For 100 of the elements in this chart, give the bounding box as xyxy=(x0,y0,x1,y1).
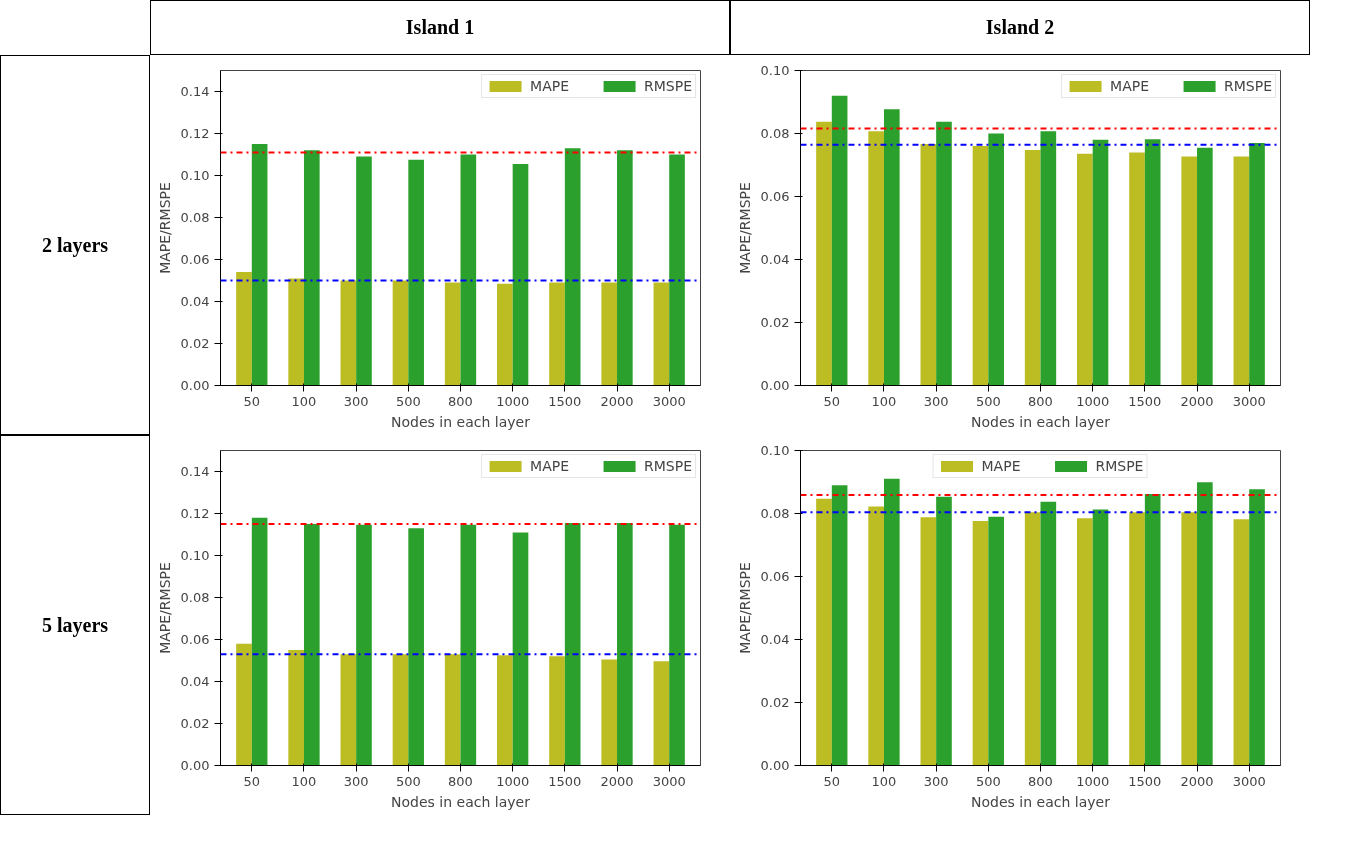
y-tick-label: 0.08 xyxy=(180,210,210,225)
bar xyxy=(1197,482,1213,766)
y-tick-label: 0.08 xyxy=(760,126,790,141)
legend-label: RMSPE xyxy=(644,78,692,94)
bar xyxy=(460,524,477,766)
chart-title: Island 1 xyxy=(405,15,475,41)
x-tick-label: 1500 xyxy=(548,393,582,409)
x-axis-title: Nodes in each layer xyxy=(391,793,531,810)
y-tick-label: 0.00 xyxy=(760,378,790,393)
x-tick-label: 1500 xyxy=(1128,393,1162,409)
y-tick-label: 0.12 xyxy=(180,506,210,521)
bar xyxy=(988,133,1004,386)
legend-label: RMSPE xyxy=(1095,458,1144,474)
bar xyxy=(392,280,409,386)
y-tick-label: 0.08 xyxy=(760,506,790,521)
x-tick-label: 300 xyxy=(923,773,949,789)
bar xyxy=(512,163,529,386)
bar xyxy=(1249,489,1265,766)
bar xyxy=(251,144,268,386)
x-tick-label: 2000 xyxy=(600,393,634,409)
y-tick-label: 0.06 xyxy=(760,569,790,584)
bar xyxy=(920,143,937,386)
bar xyxy=(497,283,513,386)
y-tick-label: 0.10 xyxy=(760,63,790,78)
y-axis-title: MAPE/RMSPE xyxy=(156,182,173,274)
chart-title: Island 2 xyxy=(985,15,1055,41)
bar xyxy=(1040,501,1057,766)
bar xyxy=(669,154,685,386)
bar xyxy=(1144,493,1161,766)
x-tick-label: 1500 xyxy=(548,773,582,789)
y-tick-label: 0.02 xyxy=(180,336,210,351)
bar xyxy=(883,109,900,386)
bar xyxy=(816,498,832,766)
x-tick-label: 1000 xyxy=(1076,393,1110,409)
y-tick-label: 0.00 xyxy=(180,378,210,393)
bar xyxy=(601,282,618,386)
bar xyxy=(1233,519,1250,766)
x-tick-label: 800 xyxy=(1028,773,1053,789)
y-tick-label: 0.14 xyxy=(180,84,210,99)
bar xyxy=(1077,153,1093,386)
x-tick-label: 800 xyxy=(1028,393,1053,409)
legend-label: MAPE xyxy=(981,458,1021,474)
y-tick-label: 0.06 xyxy=(760,189,790,204)
bar xyxy=(549,282,565,386)
bar xyxy=(868,131,884,386)
bar xyxy=(512,532,529,766)
x-tick-label: 100 xyxy=(871,773,897,789)
x-tick-label: 1000 xyxy=(1076,773,1110,789)
bar xyxy=(1129,152,1145,386)
bar xyxy=(564,148,581,386)
y-tick-label: 0.10 xyxy=(180,548,210,563)
y-tick-label: 0.02 xyxy=(180,716,210,731)
y-tick-label: 0.06 xyxy=(180,632,210,647)
x-tick-label: 2000 xyxy=(1180,393,1214,409)
y-tick-label: 0.04 xyxy=(180,294,210,309)
bar xyxy=(1077,518,1093,766)
x-tick-label: 1500 xyxy=(1128,773,1162,789)
bar xyxy=(1197,147,1213,386)
y-tick-label: 0.10 xyxy=(180,168,210,183)
x-axis-title: Nodes in each layer xyxy=(971,413,1111,430)
x-tick-label: 100 xyxy=(291,773,317,789)
text: 5 layers xyxy=(41,612,109,639)
x-axis-title: Nodes in each layer xyxy=(971,793,1111,810)
y-tick-label: 0.02 xyxy=(760,315,790,330)
bar xyxy=(251,517,268,766)
x-tick-label: 800 xyxy=(448,393,473,409)
bar xyxy=(831,485,848,766)
bar xyxy=(831,95,848,386)
bar xyxy=(988,516,1004,766)
text: 2 layers xyxy=(41,232,109,259)
x-tick-label: 1000 xyxy=(496,773,530,789)
y-tick-label: 0.12 xyxy=(180,126,210,141)
bar xyxy=(444,282,461,386)
legend-label: RMSPE xyxy=(644,458,692,474)
bar xyxy=(340,654,357,766)
y-tick-label: 0.04 xyxy=(760,252,790,267)
bar xyxy=(392,654,409,766)
y-axis-title: MAPE/RMSPE xyxy=(736,562,753,654)
y-tick-label: 0.04 xyxy=(180,674,210,689)
bar xyxy=(972,521,989,766)
y-tick-label: 0.08 xyxy=(180,590,210,605)
x-tick-label: 2000 xyxy=(600,773,634,789)
bar xyxy=(303,150,320,386)
bar xyxy=(1129,512,1145,766)
x-tick-label: 1000 xyxy=(496,393,530,409)
x-tick-label: 2000 xyxy=(1180,773,1214,789)
bar xyxy=(601,659,618,766)
bar xyxy=(972,146,989,386)
y-axis-title: MAPE/RMSPE xyxy=(736,182,753,274)
bar xyxy=(816,121,832,386)
x-tick-label: 300 xyxy=(343,773,369,789)
bar xyxy=(1040,131,1057,386)
y-tick-label: 0.14 xyxy=(180,464,210,479)
bar xyxy=(408,159,424,386)
bar xyxy=(549,656,565,766)
x-tick-label: 3000 xyxy=(1232,773,1266,789)
bar xyxy=(236,272,252,386)
x-tick-label: 500 xyxy=(975,773,1001,789)
bar xyxy=(1144,139,1161,386)
y-tick-label: 0.00 xyxy=(760,758,790,773)
